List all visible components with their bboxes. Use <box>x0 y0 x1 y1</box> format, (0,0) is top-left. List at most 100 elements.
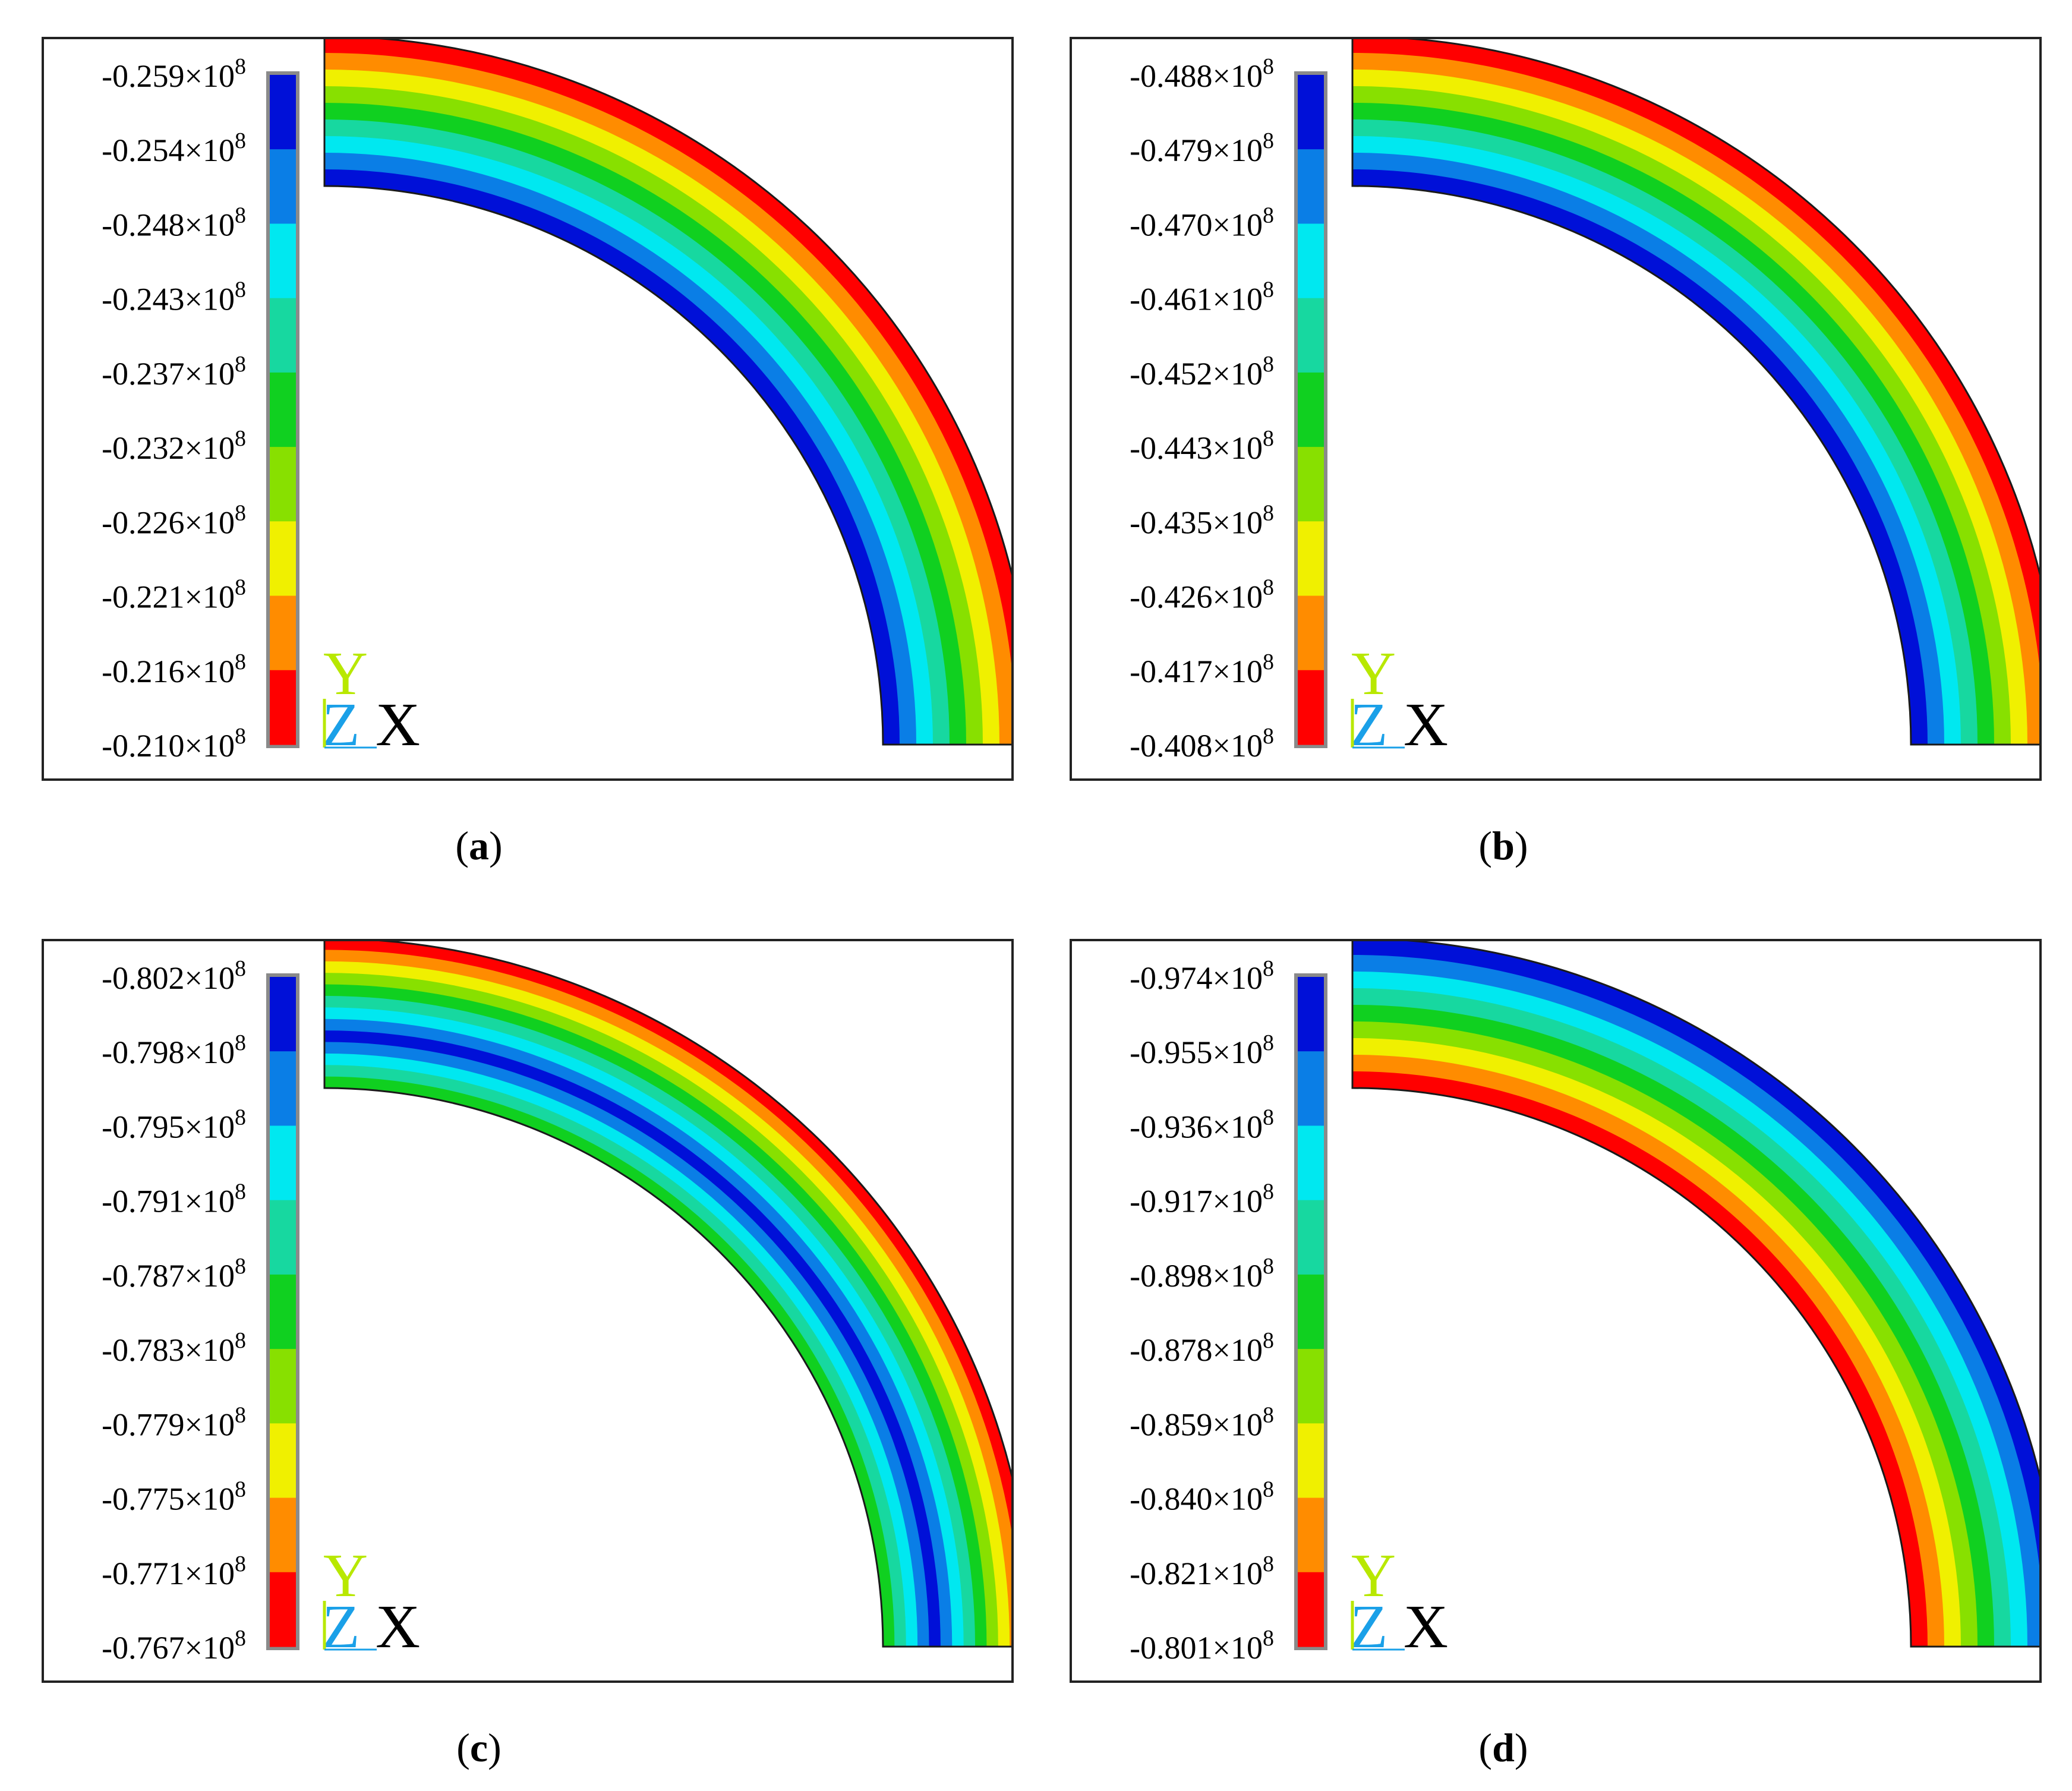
contour-plot-c: -0.802×108 -0.798×108 -0.795×108 -0.791×108… <box>102 941 1011 1666</box>
contour-band-d-5 <box>1352 1004 1995 1647</box>
legend-swatch-d-1 <box>1298 977 1324 1052</box>
legend-label-c-5: -0.787×108 <box>102 1254 246 1294</box>
legend-label-b-3: -0.470×108 <box>1130 203 1274 242</box>
legend-swatch-a-4 <box>270 298 296 373</box>
ring-outline-c <box>323 941 1011 1648</box>
legend-swatch-c-7 <box>270 1423 296 1499</box>
triad-z-c: Z <box>322 1593 360 1661</box>
caption-d: (d) <box>1478 1725 1528 1770</box>
triad-x-d: X <box>1404 1593 1448 1661</box>
legend-label-b-6: -0.443×108 <box>1130 426 1274 466</box>
triad-z-d: Z <box>1350 1593 1388 1661</box>
contour-plot-b: -0.488×108 -0.479×108 -0.470×108 -0.461×108… <box>1130 39 2039 764</box>
legend-label-a-7: -0.226×108 <box>102 500 246 540</box>
caption-b: (b) <box>1478 823 1528 868</box>
legend-label-b-10: -0.408×108 <box>1130 724 1274 764</box>
legend-label-d-10: -0.801×108 <box>1130 1626 1274 1666</box>
legend-swatch-b-8 <box>1298 595 1324 671</box>
legend-swatch-a-8 <box>270 595 296 671</box>
legend-swatch-a-1 <box>270 75 296 150</box>
triad-z-b: Z <box>1350 690 1388 759</box>
legend-swatch-d-2 <box>1298 1051 1324 1127</box>
legend-swatch-b-9 <box>1298 670 1324 745</box>
legend-label-c-8: -0.775×108 <box>102 1477 246 1517</box>
legend-label-d-4: -0.917×108 <box>1130 1180 1274 1219</box>
contour-band-d-2 <box>1352 1054 1945 1647</box>
legend-label-a-3: -0.248×108 <box>102 203 246 242</box>
legend-swatch-d-5 <box>1298 1274 1324 1349</box>
legend-swatch-a-7 <box>270 521 296 597</box>
legend-swatch-b-4 <box>1298 298 1324 373</box>
contour-band-b-5 <box>1352 102 1995 745</box>
legend-swatch-c-5 <box>270 1274 296 1349</box>
triad-y-a: Y <box>323 639 368 708</box>
contour-band-c-7 <box>324 1007 964 1647</box>
legend-swatch-d-6 <box>1298 1349 1324 1424</box>
legend-label-d-7: -0.859×108 <box>1130 1402 1274 1442</box>
triad-x-b: X <box>1404 690 1448 759</box>
ring-outline-d <box>1351 941 2039 1648</box>
legend-swatch-b-2 <box>1298 149 1324 225</box>
legend-label-a-5: -0.237×108 <box>102 352 246 392</box>
legend-label-b-4: -0.461×108 <box>1130 278 1274 317</box>
legend-swatch-d-9 <box>1298 1572 1324 1647</box>
legend-label-c-7: -0.779×108 <box>102 1402 246 1442</box>
contour-band-a-3 <box>324 135 933 745</box>
legend-label-c-3: -0.795×108 <box>102 1105 246 1144</box>
legend-label-c-10: -0.767×108 <box>102 1626 246 1666</box>
legend-label-c-6: -0.783×108 <box>102 1328 246 1368</box>
legend-swatch-c-9 <box>270 1572 296 1647</box>
legend-label-d-8: -0.840×108 <box>1130 1477 1274 1517</box>
triad-x-a: X <box>376 690 420 759</box>
caption-c: (c) <box>456 1725 502 1770</box>
triad-x-c: X <box>376 1593 420 1661</box>
legend-label-a-10: -0.210×108 <box>102 724 246 764</box>
legend-label-a-4: -0.243×108 <box>102 278 246 317</box>
triad-z-a: Z <box>322 690 360 759</box>
contour-band-a-2 <box>324 152 917 745</box>
legend-swatch-c-4 <box>270 1200 296 1275</box>
contour-band-c-3 <box>324 1053 918 1647</box>
panel-d: -0.974×108 -0.955×108 -0.936×108 -0.917×108… <box>1070 939 2042 1683</box>
legend-swatch-c-3 <box>270 1125 296 1201</box>
legend-label-d-5: -0.898×108 <box>1130 1254 1274 1294</box>
contour-band-b-4 <box>1352 119 1978 745</box>
legend-label-b-9: -0.417×108 <box>1130 649 1274 689</box>
legend-label-a-9: -0.216×108 <box>102 649 246 689</box>
legend-swatch-b-6 <box>1298 447 1324 522</box>
triad-y-d: Y <box>1351 1541 1396 1610</box>
legend-swatch-b-5 <box>1298 372 1324 447</box>
triad-y-c: Y <box>323 1541 368 1610</box>
legend-label-c-1: -0.802×108 <box>102 956 246 996</box>
legend-swatch-d-8 <box>1298 1497 1324 1573</box>
legend-swatch-a-6 <box>270 447 296 522</box>
legend-swatch-b-3 <box>1298 223 1324 299</box>
legend-label-c-9: -0.771×108 <box>102 1552 246 1591</box>
legend-swatch-d-7 <box>1298 1423 1324 1499</box>
panel-b: -0.488×108 -0.479×108 -0.470×108 -0.461×108… <box>1070 37 2042 781</box>
contour-band-c-4 <box>324 1041 930 1647</box>
contour-band-d-4 <box>1352 1021 1978 1647</box>
legend-label-d-2: -0.955×108 <box>1130 1030 1274 1070</box>
contour-band-c-6 <box>324 1019 953 1647</box>
ring-outline-b <box>1351 39 2039 746</box>
contour-band-d-3 <box>1352 1038 1961 1647</box>
legend-swatch-a-3 <box>270 223 296 299</box>
legend-label-a-2: -0.254×108 <box>102 128 246 168</box>
contour-band-a-4 <box>324 119 950 745</box>
legend-label-a-1: -0.259×108 <box>102 54 246 94</box>
legend-swatch-a-5 <box>270 372 296 447</box>
legend-swatch-b-1 <box>1298 75 1324 150</box>
contour-band-b-2 <box>1352 152 1945 745</box>
legend-label-c-4: -0.791×108 <box>102 1180 246 1219</box>
legend-label-b-1: -0.488×108 <box>1130 54 1274 94</box>
legend-label-d-1: -0.974×108 <box>1130 956 1274 996</box>
legend-label-d-9: -0.821×108 <box>1130 1552 1274 1591</box>
contour-band-c-5 <box>324 1030 941 1647</box>
panel-c: -0.802×108 -0.798×108 -0.795×108 -0.791×108… <box>42 939 1014 1683</box>
legend-label-b-2: -0.479×108 <box>1130 128 1274 168</box>
legend-label-c-2: -0.798×108 <box>102 1030 246 1070</box>
legend-swatch-c-1 <box>270 977 296 1052</box>
legend-swatch-c-2 <box>270 1051 296 1127</box>
contour-band-a-5 <box>324 102 967 745</box>
